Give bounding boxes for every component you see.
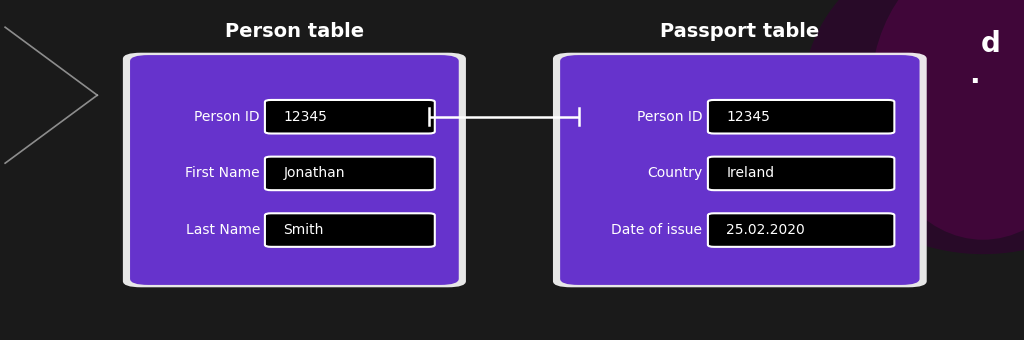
Text: 12345: 12345 [284,110,328,124]
FancyBboxPatch shape [708,100,894,134]
Text: Person ID: Person ID [195,110,260,124]
FancyBboxPatch shape [265,100,435,134]
Text: Date of issue: Date of issue [611,223,702,237]
Ellipse shape [870,0,1024,240]
FancyBboxPatch shape [130,55,459,285]
Text: .: . [970,61,980,89]
FancyBboxPatch shape [553,53,927,287]
Text: Ireland: Ireland [726,166,774,181]
FancyBboxPatch shape [123,53,466,287]
Text: Passport table: Passport table [660,22,819,41]
FancyBboxPatch shape [708,213,894,247]
Ellipse shape [803,0,1024,254]
Text: Jonathan: Jonathan [284,166,345,181]
FancyBboxPatch shape [708,157,894,190]
Text: First Name: First Name [185,166,260,181]
Text: d: d [980,30,1000,58]
FancyBboxPatch shape [560,55,920,285]
Text: Person ID: Person ID [637,110,702,124]
FancyBboxPatch shape [265,213,435,247]
Text: Smith: Smith [284,223,324,237]
Text: Person table: Person table [225,22,364,41]
Text: Last Name: Last Name [185,223,260,237]
Text: 25.02.2020: 25.02.2020 [726,223,805,237]
Text: 12345: 12345 [726,110,770,124]
FancyBboxPatch shape [265,157,435,190]
Text: Country: Country [647,166,702,181]
